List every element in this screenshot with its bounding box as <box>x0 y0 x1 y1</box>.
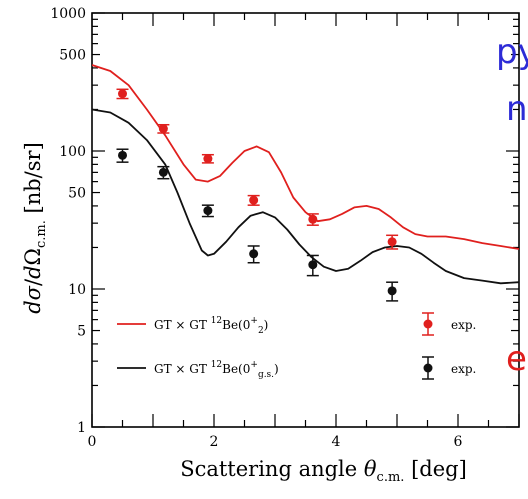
legend-point <box>423 363 433 373</box>
x-tick-label: 6 <box>454 434 463 450</box>
legend-label: exp. <box>451 362 476 376</box>
legend-label: GT × GT 12Be(0+g.s.) <box>154 360 279 380</box>
x-tick-label: 0 <box>88 434 97 450</box>
clipped-text-red: e <box>506 342 527 376</box>
y-tick-label: 50 <box>68 186 86 202</box>
legend-point <box>423 319 433 329</box>
theory-curve-0 <box>92 64 519 250</box>
fragment-text-3: e <box>506 339 527 379</box>
legend-label: GT × GT 12Be(0+2) <box>154 316 268 336</box>
data-point <box>249 249 259 259</box>
data-point <box>308 214 318 224</box>
x-axis-title: Scattering angle θc.m. [deg] <box>180 457 467 485</box>
y-tick-label: 500 <box>59 48 86 64</box>
data-point <box>118 89 127 99</box>
data-point <box>158 124 168 134</box>
y-tick-label: 1 <box>77 420 86 436</box>
theory-curve-1 <box>92 108 519 285</box>
data-point <box>118 150 127 160</box>
data-point <box>158 167 168 177</box>
legend-label: exp. <box>451 318 476 332</box>
fragment-text-2: n <box>506 89 528 129</box>
y-tick-label: 100 <box>59 144 86 160</box>
data-point <box>387 237 397 247</box>
x-tick-label: 2 <box>210 434 219 450</box>
data-point <box>203 206 213 216</box>
data-point <box>249 195 259 205</box>
data-point <box>387 286 397 296</box>
y-axis-title: dσ/dΩc.m. [nb/sr] <box>21 142 49 314</box>
data-point <box>203 154 213 164</box>
y-tick-label: 5 <box>77 324 86 340</box>
clipped-text-blue-1: py <box>496 35 528 69</box>
fragment-text-1: py <box>496 32 528 72</box>
data-point <box>308 260 318 270</box>
x-tick-label: 4 <box>332 434 341 450</box>
y-tick-label: 10 <box>68 282 86 298</box>
y-tick-label: 1000 <box>50 6 86 22</box>
clipped-text-blue-2: n <box>506 92 528 126</box>
